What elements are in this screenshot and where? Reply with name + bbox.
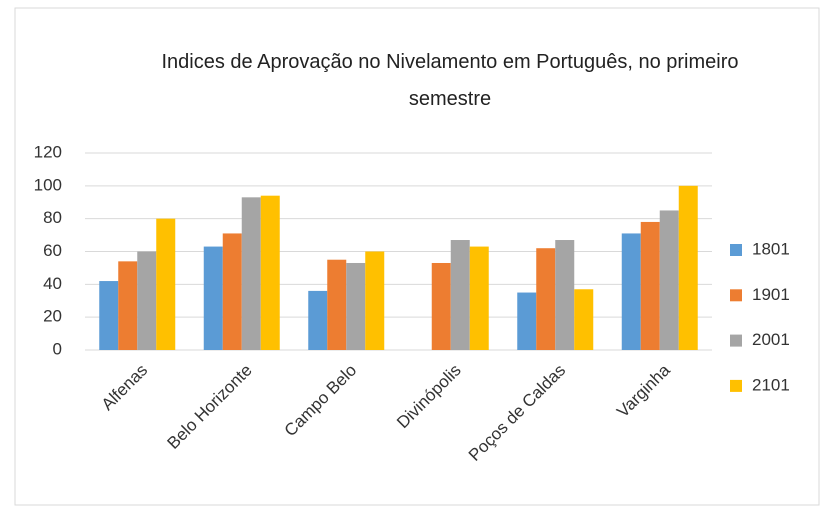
bar [137, 251, 157, 350]
bar [308, 290, 328, 350]
bar [327, 259, 347, 350]
legend-label: 1901 [752, 285, 790, 304]
bar [678, 185, 698, 350]
bar [536, 248, 556, 350]
y-tick-label: 80 [43, 208, 62, 227]
y-tick-label: 20 [43, 307, 62, 326]
chart-border [14, 7, 820, 506]
legend-label: 2001 [752, 330, 790, 349]
bar [365, 251, 385, 350]
bar [555, 240, 575, 350]
bar [156, 218, 176, 350]
y-tick-label: 100 [34, 175, 62, 194]
bar [260, 195, 280, 350]
legend-swatch [730, 334, 742, 347]
legend-swatch [730, 244, 742, 256]
x-tick-label: Varginha [613, 360, 674, 421]
x-tick-label: Divinópolis [393, 361, 465, 433]
bar [574, 289, 594, 350]
bar [241, 197, 261, 350]
bar [346, 262, 366, 350]
bar [222, 233, 242, 350]
bar [431, 262, 451, 350]
legend-label: 2101 [752, 375, 790, 394]
legend-swatch [730, 379, 742, 392]
x-tick-label: Campo Belo [281, 361, 361, 441]
chart-title: Indices de Aprovação no Nivelamento em P… [161, 51, 739, 110]
y-tick-label: 60 [43, 241, 62, 260]
legend-swatch [730, 289, 742, 302]
y-tick-label: 0 [53, 339, 62, 358]
x-tick-label: Poços de Caldas [465, 361, 569, 465]
bar [659, 210, 679, 350]
bar [450, 240, 470, 350]
legend-label: 1801 [752, 239, 790, 258]
x-tick-label: Alfenas [98, 361, 152, 415]
bar [517, 292, 537, 350]
bar [118, 261, 138, 350]
bar [640, 221, 660, 350]
x-tick-label: Belo Horizonte [163, 361, 255, 453]
bar [99, 281, 119, 350]
y-tick-label: 40 [43, 274, 62, 293]
bar [621, 233, 641, 350]
y-tick-label: 120 [34, 142, 62, 161]
bar [203, 246, 223, 350]
bar [469, 246, 489, 350]
